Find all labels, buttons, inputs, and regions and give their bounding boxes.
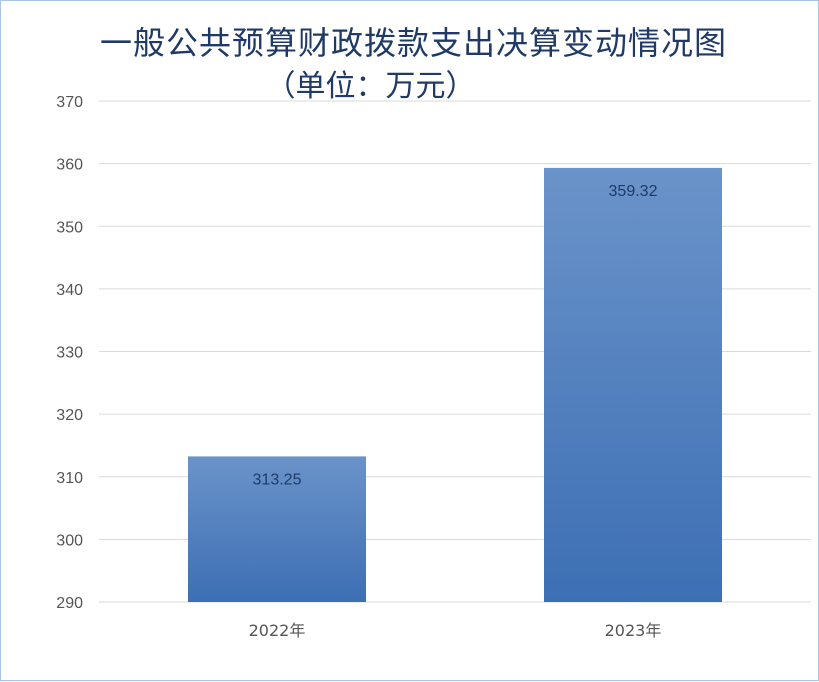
chart-title: 一般公共预算财政拨款支出决算变动情况图 （单位：万元）	[1, 23, 819, 107]
y-tick-label: 300	[56, 532, 83, 549]
y-tick-label: 320	[56, 407, 83, 424]
x-axis: 2022年 2023年	[249, 621, 662, 640]
y-tick-label: 370	[56, 94, 83, 111]
y-tick-label: 340	[56, 282, 83, 299]
y-tick-label: 290	[56, 595, 83, 612]
chart-title-line1: 一般公共预算财政拨款支出决算变动情况图	[99, 24, 727, 62]
bar-1	[544, 167, 722, 603]
bars: 313.25 359.32	[188, 167, 722, 603]
bar-0	[188, 456, 366, 602]
y-tick-label: 310	[56, 470, 83, 487]
y-axis: 290 300 310 320 330 340 350 360 370	[56, 94, 83, 612]
x-category-label: 2023年	[605, 621, 662, 640]
data-label: 359.32	[609, 183, 658, 200]
y-tick-label: 350	[56, 219, 83, 236]
data-label: 313.25	[253, 471, 302, 488]
y-tick-label: 360	[56, 157, 83, 174]
chart-title-line2: （单位：万元）	[265, 69, 476, 104]
x-category-label: 2022年	[249, 621, 306, 640]
y-tick-label: 330	[56, 345, 83, 362]
